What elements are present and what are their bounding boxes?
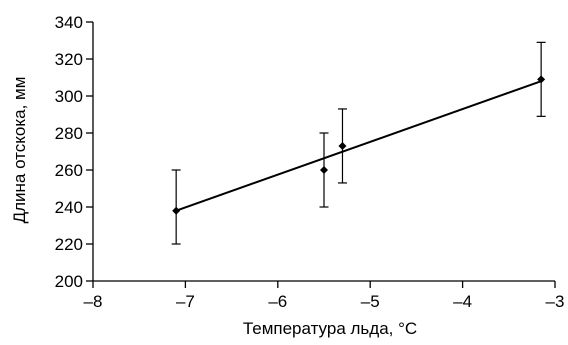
- diamond-marker: [537, 75, 546, 84]
- x-tick-label: –4: [453, 292, 472, 311]
- y-tick-label: 260: [55, 161, 83, 180]
- axes: [92, 22, 555, 282]
- y-tick-label: 240: [55, 198, 83, 217]
- trendline: [175, 80, 542, 212]
- y-axis-ticks: 200 220 240 260 280 300 320 340: [55, 13, 93, 291]
- data-point: [319, 132, 329, 208]
- data-point: [337, 108, 347, 184]
- x-axis-ticks: –8 –7 –6 –5 –4 –3: [84, 281, 565, 311]
- x-tick-label: –7: [176, 292, 195, 311]
- y-tick-label: 280: [55, 124, 83, 143]
- data-point: [171, 169, 181, 245]
- trendline-group: [175, 80, 542, 212]
- x-axis-label: Температура льда, °С: [243, 319, 417, 338]
- y-tick-label: 320: [55, 50, 83, 69]
- y-axis-label: Длина отскока, мм: [10, 77, 29, 224]
- y-tick-label: 340: [55, 13, 83, 32]
- y-tick-label: 220: [55, 235, 83, 254]
- x-tick-label: –5: [361, 292, 380, 311]
- diamond-marker: [172, 206, 181, 215]
- diamond-marker: [338, 141, 347, 150]
- data-point: [536, 41, 546, 117]
- y-tick-label: 300: [55, 87, 83, 106]
- y-tick-label: 200: [55, 272, 83, 291]
- x-tick-label: –3: [546, 292, 565, 311]
- x-tick-label: –8: [84, 292, 103, 311]
- x-tick-label: –6: [268, 292, 287, 311]
- data-points: [171, 41, 546, 245]
- diamond-marker: [320, 166, 328, 174]
